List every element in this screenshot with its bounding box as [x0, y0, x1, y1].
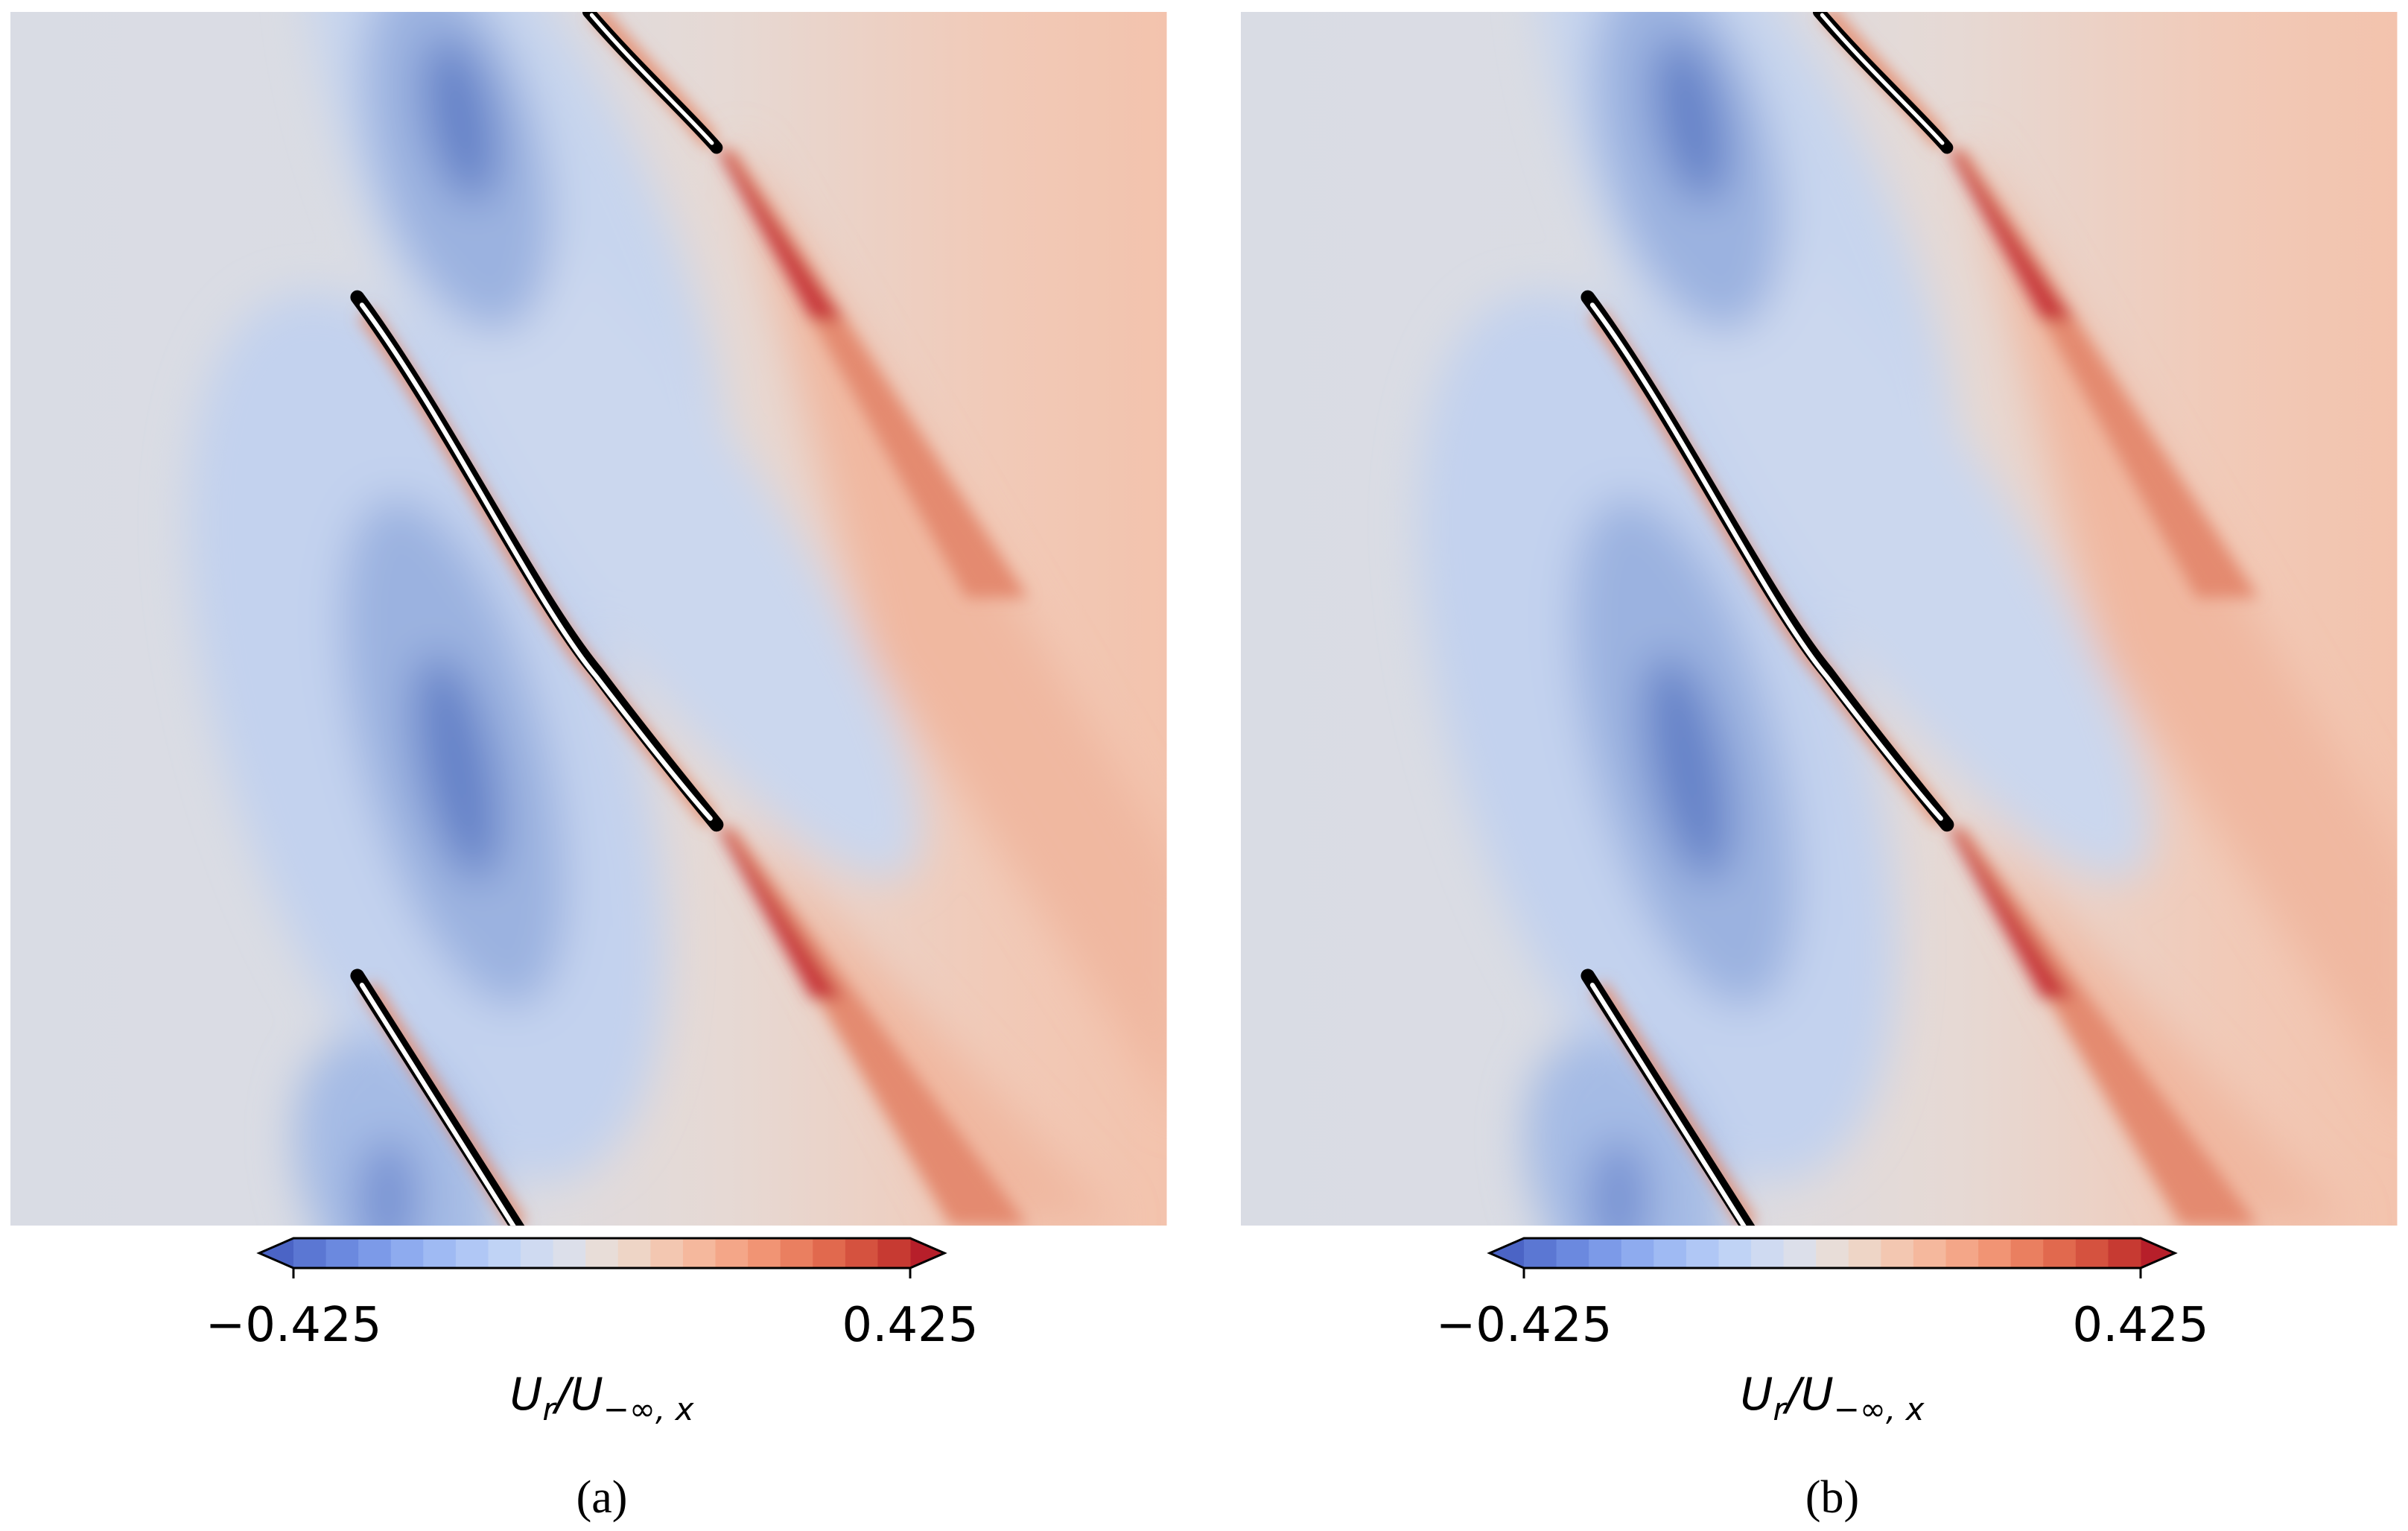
label-subscript: r	[542, 1391, 557, 1427]
panel-caption: (a)	[576, 1472, 628, 1523]
contour-field	[10, 0, 1182, 1360]
colorbar-extend-high	[2141, 1238, 2175, 1268]
colorbar-tick-label: −0.425	[206, 1298, 382, 1353]
colorbar-band	[1589, 1238, 1622, 1268]
colorbar-band	[585, 1238, 619, 1268]
colorbar-band	[715, 1238, 749, 1268]
colorbar-band	[1978, 1238, 2012, 1268]
label-subscript: −∞, x	[603, 1391, 695, 1427]
colorbar-band	[553, 1238, 586, 1268]
colorbar-band	[1848, 1238, 1881, 1268]
colorbar-band	[650, 1238, 684, 1268]
colorbar-band	[2075, 1238, 2109, 1268]
colorbar-label: Ur/U−∞, x	[1740, 1369, 1925, 1427]
panel: −0.425 0.425 Ur/U−∞, x (a)	[10, 0, 1182, 1523]
colorbar-band	[1686, 1238, 1719, 1268]
colorbar-band	[2010, 1238, 2044, 1268]
colorbar-band	[1816, 1238, 1849, 1268]
colorbar-band	[780, 1238, 813, 1268]
colorbar-label: Ur/U−∞, x	[509, 1369, 694, 1427]
panel: −0.425 0.425 Ur/U−∞, x (b)	[1241, 0, 2408, 1523]
colorbar-band	[1621, 1238, 1654, 1268]
colorbar-extend-high	[910, 1238, 944, 1268]
colorbar-band	[845, 1238, 878, 1268]
label-text: U	[1740, 1369, 1773, 1421]
colorbar-band	[1718, 1238, 1752, 1268]
colorbar-band	[682, 1238, 717, 1268]
colorbar-tick-label: −0.425	[1436, 1298, 1613, 1353]
label-text: /U	[552, 1369, 603, 1421]
colorbar-band	[877, 1238, 911, 1268]
label-subscript: r	[1773, 1391, 1788, 1427]
colorbar-band	[1913, 1238, 1947, 1268]
colorbar-extend-low	[1490, 1238, 1524, 1268]
colorbar-band	[1524, 1238, 1557, 1268]
colorbar-band	[390, 1238, 424, 1268]
colorbar-tick-label: 0.425	[842, 1298, 978, 1353]
colorbar-band	[2043, 1238, 2077, 1268]
colorbar-band	[325, 1238, 359, 1268]
colorbar-band	[813, 1238, 846, 1268]
colorbar-band	[1556, 1238, 1589, 1268]
colorbar-band	[455, 1238, 489, 1268]
colorbar-band	[488, 1238, 521, 1268]
colorbar-band	[1751, 1238, 1785, 1268]
colorbar-band	[748, 1238, 781, 1268]
colorbar-band	[1945, 1238, 1979, 1268]
label-subscript: −∞, x	[1834, 1391, 1925, 1427]
colorbar-tick-label: 0.425	[2072, 1298, 2208, 1353]
colorbar-band	[1653, 1238, 1687, 1268]
contour-field	[1241, 0, 2408, 1360]
colorbar-band	[358, 1238, 392, 1268]
colorbar-band	[617, 1238, 651, 1268]
colorbar-band	[423, 1238, 457, 1268]
colorbar-band	[293, 1238, 327, 1268]
colorbar-band	[1783, 1238, 1817, 1268]
panel-caption: (b)	[1805, 1472, 1859, 1523]
label-text: /U	[1782, 1369, 1834, 1421]
label-text: U	[509, 1369, 542, 1421]
colorbar-band	[521, 1238, 554, 1268]
colorbar-extend-low	[259, 1238, 293, 1268]
colorbar-band	[2108, 1238, 2141, 1268]
colorbar-band	[1881, 1238, 1914, 1268]
